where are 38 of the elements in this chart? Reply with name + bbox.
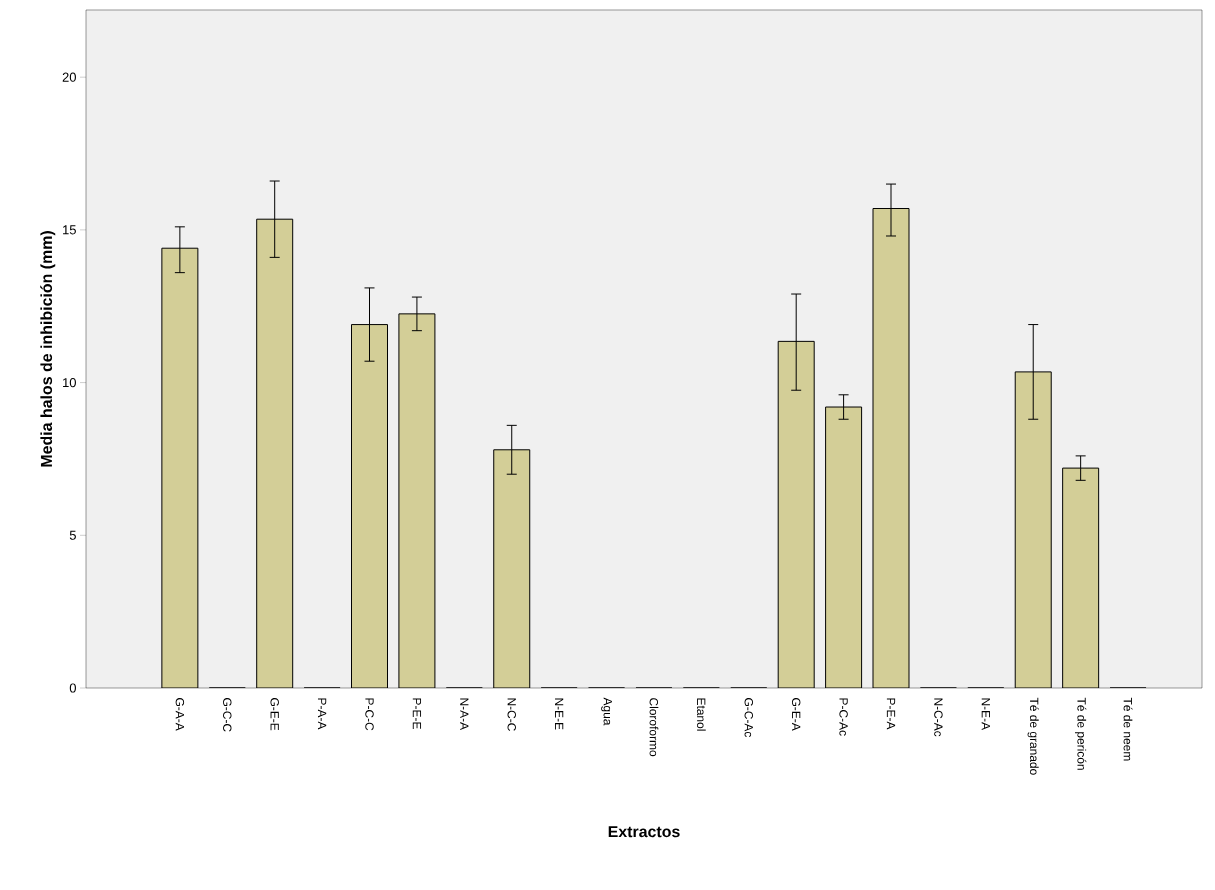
x-tick-label: N-A-A [460,698,469,731]
x-tick-label: G-C-Ac [744,698,754,738]
x-tick-label: P-E-A [886,698,896,730]
x-tick-label: G-A-A [175,698,185,731]
bar [1015,371,1052,688]
x-tick-label: P-A-A [317,698,327,730]
y-tick-label: 0 [69,683,76,693]
x-tick-label: Etanol [696,698,706,731]
bar [873,208,909,688]
bar [398,313,435,688]
y-tick-label: 20 [62,72,76,82]
y-axis-title: Media halos de inhibición (mm) [40,231,56,467]
bar [825,407,862,688]
bar [493,449,530,688]
x-tick-label: N-C-C [507,698,516,731]
x-tick-label: N-E-A [981,698,990,731]
x-tick-label: Agua [601,697,612,726]
x-tick-label: P-C-Ac [839,698,848,736]
bar [778,341,815,688]
y-tick-label: 5 [69,530,76,540]
x-tick-label: G-E-E [270,698,279,731]
bar [1062,468,1099,688]
x-tick-label: P-E-E [412,698,422,729]
x-tick-label: N-E-E [555,698,564,730]
x-tick-label: P-C-C [365,698,374,731]
bar [161,248,198,688]
x-tick-label: Té de granado [1027,697,1039,775]
y-tick-label: 15 [63,225,76,235]
x-tick-label: N-C-Ac [934,698,943,737]
bar [351,324,388,688]
x-tick-label: Cloroformo [649,698,659,757]
x-axis-title: Extractos [608,826,680,838]
bar [256,219,293,688]
y-tick-label: 10 [63,378,76,388]
x-tick-label: G-E-A [791,698,801,731]
x-tick-label: G-C-C [223,698,232,732]
x-tick-label: Té de neem [1123,697,1133,761]
x-tick-label: Té de pericón [1074,697,1087,770]
